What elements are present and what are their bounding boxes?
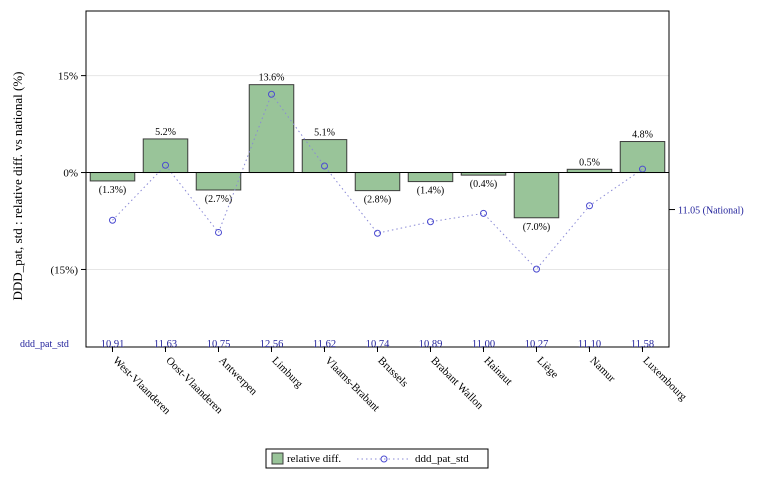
bar-value-label: 4.8%: [632, 130, 653, 141]
ddd-value-row: 10,91 11,63 10,75 12,56 11,62 10,74 10,89 11,00…: [101, 339, 654, 350]
legend-bar-label: relative diff.: [287, 453, 341, 465]
ddd-point: [586, 202, 593, 210]
ddd-value-label: 12,56: [260, 339, 284, 350]
ddd-point: [374, 229, 381, 237]
ddd-point: [427, 218, 434, 226]
legend-frame: [265, 448, 489, 469]
national-label: 11.05 (National): [678, 206, 744, 217]
bar-value-label: 0.5%: [579, 157, 600, 168]
bar-value-label: 5.2%: [155, 127, 176, 138]
bar-value-label: (1.4%): [417, 186, 445, 197]
legend-bar-swatch: [271, 452, 284, 465]
x-tick-label: Brabant Wallon: [428, 355, 486, 413]
ddd-point: [215, 228, 222, 236]
bar-value-label: (0.4%): [470, 179, 498, 190]
y-tick-label: 15%: [58, 71, 78, 83]
bar-value-label: 13.6%: [259, 73, 285, 84]
bar: [142, 138, 189, 174]
ddd-value-label: 11,62: [313, 339, 336, 350]
bar: [248, 84, 295, 174]
bar: [513, 172, 560, 219]
x-tick-label: West-Vlaanderen: [110, 355, 173, 418]
bar: [619, 141, 666, 174]
bar-value-label: (7.0%): [523, 222, 551, 233]
ddd-point: [109, 216, 116, 224]
ddd-point: [162, 161, 169, 169]
bar: [301, 139, 348, 174]
line-layer: [109, 90, 646, 273]
legend: relative diff. ddd_pat_std: [265, 448, 489, 469]
x-tick-label: Antwerpen: [216, 355, 259, 398]
ddd-value-label: 11,00: [472, 339, 495, 350]
y-axis-label: DDD_pat, std : relative diff. vs nationa…: [10, 71, 25, 300]
legend-line-label: ddd_pat_std: [415, 453, 469, 465]
ddd-point: [321, 162, 328, 170]
x-tick-label: Liège: [534, 355, 560, 381]
ddd-value-label: 11,58: [631, 339, 654, 350]
y-tick-label: (15%): [51, 264, 79, 276]
grid-layer: [86, 75, 669, 270]
ddd-value-label: 10,89: [419, 339, 443, 350]
bar: [354, 172, 401, 192]
y-axis: 15% 0% (15%): [51, 71, 86, 276]
x-tick-label: Vlaams-Brabant: [322, 355, 381, 414]
x-tick-label: Luxembourg: [640, 355, 689, 404]
x-tick-label: Brussels: [375, 355, 410, 390]
row-label: ddd_pat_std: [20, 339, 69, 350]
ddd-value-label: 10,74: [366, 339, 390, 350]
bar-value-label: (2.8%): [364, 195, 392, 206]
bar-value-label: (1.3%): [99, 185, 127, 196]
ddd-value-label: 10,75: [207, 339, 231, 350]
ddd-point: [533, 265, 540, 273]
x-tick-label: Namur: [587, 355, 617, 385]
bars-layer: (1.3%) 5.2% (2.7%) 13.6% 5.1% (2.8%) (1.4%) (0.…: [89, 73, 666, 233]
national-reference: 11.05 (National): [669, 206, 744, 217]
x-tick-label: Limburg: [269, 355, 305, 391]
bar-value-label: (2.7%): [205, 194, 233, 205]
ddd-value-label: 10,27: [525, 339, 549, 350]
ddd-value-label: 10,91: [101, 339, 125, 350]
legend-line-marker: [380, 455, 388, 463]
bar: [195, 172, 242, 191]
ddd-point: [268, 90, 275, 98]
bar: [407, 172, 454, 183]
x-tick-label: Hainaut: [481, 355, 514, 388]
bar: [89, 172, 136, 182]
ddd-point: [480, 209, 487, 217]
y-tick-label: 0%: [63, 168, 78, 180]
bar-value-label: 5.1%: [314, 128, 335, 139]
ddd-value-label: 11,63: [154, 339, 177, 350]
ddd-value-label: 11,10: [578, 339, 601, 350]
